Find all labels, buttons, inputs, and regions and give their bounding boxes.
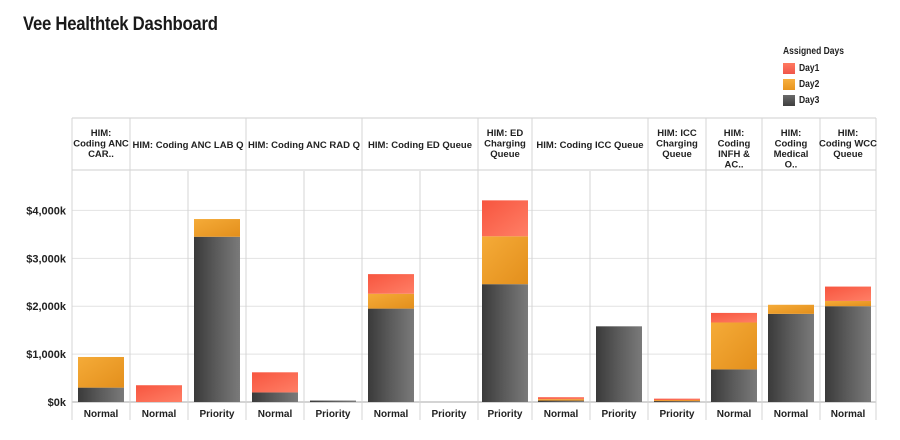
- group-header-line: HIM: Coding ICC Queue: [536, 140, 643, 151]
- bar-day3-10[interactable]: [654, 400, 700, 403]
- bar-day2-2[interactable]: [194, 219, 240, 237]
- bar-day3-5[interactable]: [368, 308, 414, 402]
- group-header-line: HIM:: [781, 128, 802, 139]
- group-header-line: O..: [785, 160, 798, 171]
- group-header-1: HIM: Coding ANC LAB Q: [133, 140, 244, 151]
- group-header-line: HIM: Coding ANC RAD Q: [248, 140, 360, 151]
- bar-day1-8[interactable]: [538, 397, 584, 400]
- group-header-line: HIM:: [91, 128, 112, 139]
- legend: Assigned Days Day1 Day2 Day3: [783, 46, 855, 108]
- bar-day1-7[interactable]: [482, 200, 528, 237]
- group-header-line: HIM: ED: [487, 128, 524, 139]
- bar-day2-7[interactable]: [482, 236, 528, 285]
- bars-layer: [78, 200, 871, 403]
- legend-item-day2[interactable]: Day2: [783, 76, 855, 92]
- bar-day3-0[interactable]: [78, 387, 124, 402]
- group-header-2: HIM: Coding ANC RAD Q: [248, 140, 360, 151]
- bar-day2-13[interactable]: [825, 300, 871, 307]
- group-header-line: HIM:: [838, 128, 859, 139]
- legend-item-day3[interactable]: Day3: [783, 92, 855, 108]
- group-header-line: Queue: [833, 149, 863, 160]
- group-header-6: HIM: ICC Charging Queue: [656, 128, 698, 160]
- bar-day2-8[interactable]: [538, 399, 584, 401]
- x-tick-label-3: Normal: [258, 409, 293, 420]
- x-tick-label-9: Priority: [601, 409, 636, 420]
- y-tick-label-2: $2,000k: [26, 301, 67, 313]
- x-tick-label-0: Normal: [84, 409, 119, 420]
- legend-label-day1: Day1: [799, 62, 820, 74]
- x-tick-label-12: Normal: [774, 409, 809, 420]
- group-header-line: HIM: Coding ANC LAB Q: [133, 140, 244, 151]
- bar-day1-13[interactable]: [825, 286, 871, 301]
- group-header-line: Coding WCC: [819, 139, 877, 150]
- x-tick-label-6: Priority: [431, 409, 466, 420]
- x-tick-label-7: Priority: [487, 409, 522, 420]
- group-header-4: HIM: ED Charging Queue: [484, 128, 526, 160]
- bar-day1-11[interactable]: [711, 312, 757, 323]
- legend-label-day2: Day2: [799, 78, 820, 90]
- group-header-line: Charging: [484, 139, 526, 150]
- bar-day3-2[interactable]: [194, 236, 240, 402]
- x-tick-label-10: Priority: [659, 409, 694, 420]
- page-title: Vee Healthtek Dashboard: [23, 14, 218, 35]
- bar-day2-12[interactable]: [768, 304, 814, 314]
- bar-day3-12[interactable]: [768, 313, 814, 402]
- bar-day3-11[interactable]: [711, 369, 757, 402]
- x-tick-label-11: Normal: [717, 409, 752, 420]
- x-tick-label-4: Priority: [315, 409, 350, 420]
- group-header-line: Charging: [656, 139, 698, 150]
- bar-day2-11[interactable]: [711, 322, 757, 370]
- group-header-line: INFH &: [718, 149, 750, 160]
- y-tick-label-4: $4,000k: [26, 205, 67, 217]
- group-header-7: HIM: Coding INFH & AC..: [718, 128, 751, 171]
- x-tick-label-2: Priority: [199, 409, 234, 420]
- group-header-0: HIM: Coding ANC CAR..: [73, 128, 129, 160]
- legend-title: Assigned Days: [783, 46, 844, 57]
- legend-swatch-day3: [783, 94, 795, 106]
- bar-day1-3[interactable]: [252, 372, 298, 393]
- x-tick-label-5: Normal: [374, 409, 409, 420]
- bar-day3-8[interactable]: [538, 400, 584, 402]
- group-header-3: HIM: Coding ED Queue: [368, 140, 472, 151]
- group-header-line: Queue: [490, 149, 520, 160]
- bar-day1-1[interactable]: [136, 385, 182, 402]
- group-header-line: Coding ANC: [73, 139, 129, 150]
- bar-day3-4[interactable]: [310, 400, 356, 403]
- group-header-line: Coding: [718, 139, 751, 150]
- y-tick-label-0: $0k: [48, 397, 67, 409]
- bar-day2-5[interactable]: [368, 293, 414, 309]
- group-header-line: HIM:: [724, 128, 745, 139]
- group-header-9: HIM: Coding WCC Queue: [819, 128, 877, 160]
- bar-day3-9[interactable]: [596, 326, 642, 402]
- group-header-line: Coding: [775, 139, 808, 150]
- bar-day2-0[interactable]: [78, 356, 124, 388]
- x-tick-label-8: Normal: [544, 409, 579, 420]
- bar-day3-7[interactable]: [482, 284, 528, 402]
- group-header-line: HIM: ICC: [657, 128, 697, 139]
- bar-day3-3[interactable]: [252, 392, 298, 402]
- bar-day3-13[interactable]: [825, 306, 871, 402]
- bar-day1-10[interactable]: [654, 398, 700, 401]
- legend-item-day1[interactable]: Day1: [783, 60, 855, 76]
- bar-day2-10[interactable]: [654, 399, 700, 402]
- y-tick-label-1: $1,000k: [26, 349, 67, 361]
- legend-swatch-day1: [783, 62, 795, 74]
- legend-swatch-day2: [783, 78, 795, 90]
- bar-day1-5[interactable]: [368, 274, 414, 294]
- x-tick-label-13: Normal: [831, 409, 866, 420]
- group-header-line: HIM: Coding ED Queue: [368, 140, 472, 151]
- grid-layer: [71, 117, 877, 420]
- group-header-8: HIM: Coding Medical O..: [774, 128, 809, 171]
- group-header-5: HIM: Coding ICC Queue: [536, 140, 643, 151]
- group-header-line: AC..: [725, 160, 744, 171]
- y-tick-label-3: $3,000k: [26, 253, 67, 265]
- legend-label-day3: Day3: [799, 94, 820, 106]
- x-tick-label-1: Normal: [142, 409, 177, 420]
- group-header-line: Medical: [774, 149, 809, 160]
- group-header-line: CAR..: [88, 149, 114, 160]
- group-header-line: Queue: [662, 149, 692, 160]
